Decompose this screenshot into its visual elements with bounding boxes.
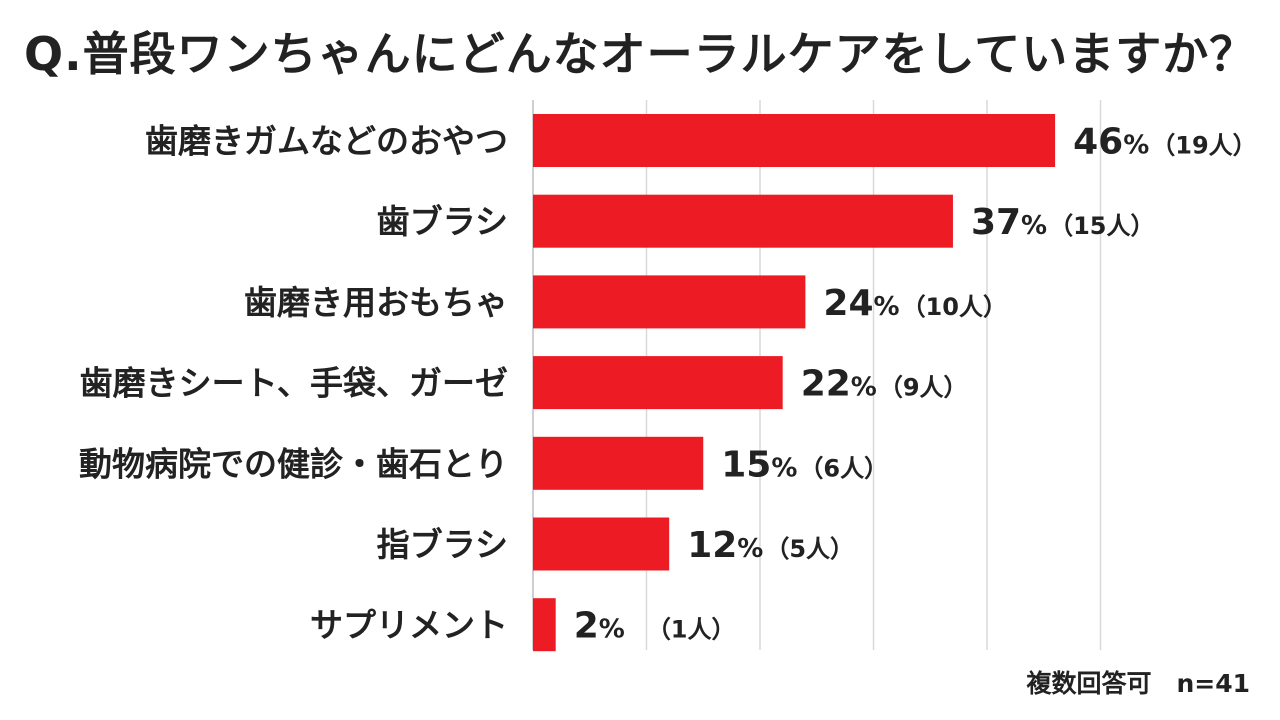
respondent-count: （1人） (647, 616, 736, 644)
category-label: 歯磨きガムなどのおやつ (145, 122, 508, 161)
value-number: 22 (801, 364, 851, 405)
bar-row: 動物病院での健診・歯石とり 15%（6人） (79, 436, 888, 490)
chart-title: Q.普段ワンちゃんにどんなオーラルケアをしていますか？ (24, 27, 1257, 81)
bar-row: 歯ブラシ 37%（15人） (377, 194, 1155, 248)
respondent-count: （15人） (1049, 212, 1154, 240)
value-label: 12%（5人） (687, 525, 854, 566)
value-number: 2 (574, 606, 599, 647)
value-label: 37%（15人） (971, 202, 1155, 243)
bar-row: 歯磨きシート、手袋、ガーゼ 22%（9人） (80, 356, 968, 410)
value-number: 24 (823, 283, 873, 324)
bar (533, 598, 556, 652)
respondent-count: （9人） (879, 374, 968, 402)
respondent-count: （10人） (902, 293, 1007, 321)
value-label: 46%（19人） (1073, 122, 1257, 163)
category-label: 歯磨きシート、手袋、ガーゼ (80, 364, 508, 403)
value-number: 12 (687, 525, 737, 566)
bar-row: 指ブラシ 12%（5人） (377, 517, 854, 571)
category-label: 指ブラシ (377, 525, 508, 564)
respondent-count: （19人） (1151, 132, 1256, 160)
category-label: 歯磨き用おもちゃ (244, 283, 508, 322)
bar (533, 436, 704, 490)
respondent-count: （6人） (799, 454, 888, 482)
respondent-count: （5人） (765, 535, 854, 563)
bar (533, 356, 783, 410)
value-label: 22%（9人） (801, 364, 968, 405)
value-unit: % (1021, 211, 1047, 241)
bar-row: 歯磨きガムなどのおやつ 46%（19人） (145, 114, 1257, 167)
sample-size-note: 複数回答可 n=41 (1026, 669, 1250, 698)
value-label: 2% （1人） (574, 606, 736, 647)
value-number: 37 (971, 202, 1021, 243)
value-unit: % (599, 615, 625, 645)
bar (533, 194, 953, 248)
value-unit: % (737, 534, 763, 564)
bar (533, 275, 806, 329)
bar (533, 517, 670, 571)
value-number: 15 (721, 444, 771, 485)
category-label: 動物病院での健診・歯石とり (79, 444, 508, 483)
bar-row: 歯磨き用おもちゃ 24%（10人） (244, 275, 1007, 329)
bar (533, 114, 1056, 167)
bar-row: サプリメント 2% （1人） (310, 598, 736, 652)
value-label: 24%（10人） (823, 283, 1007, 324)
value-unit: % (771, 453, 797, 483)
category-label: 歯ブラシ (377, 202, 508, 241)
value-unit: % (851, 373, 877, 403)
value-unit: % (874, 292, 900, 322)
value-unit: % (1123, 131, 1149, 161)
value-number: 46 (1073, 122, 1123, 163)
bar-chart: 歯磨きガムなどのおやつ 46%（19人）歯ブラシ 37%（15人）歯磨き用おもちゃ 2… (79, 100, 1257, 652)
value-label: 15%（6人） (721, 444, 888, 485)
category-label: サプリメント (310, 606, 508, 645)
